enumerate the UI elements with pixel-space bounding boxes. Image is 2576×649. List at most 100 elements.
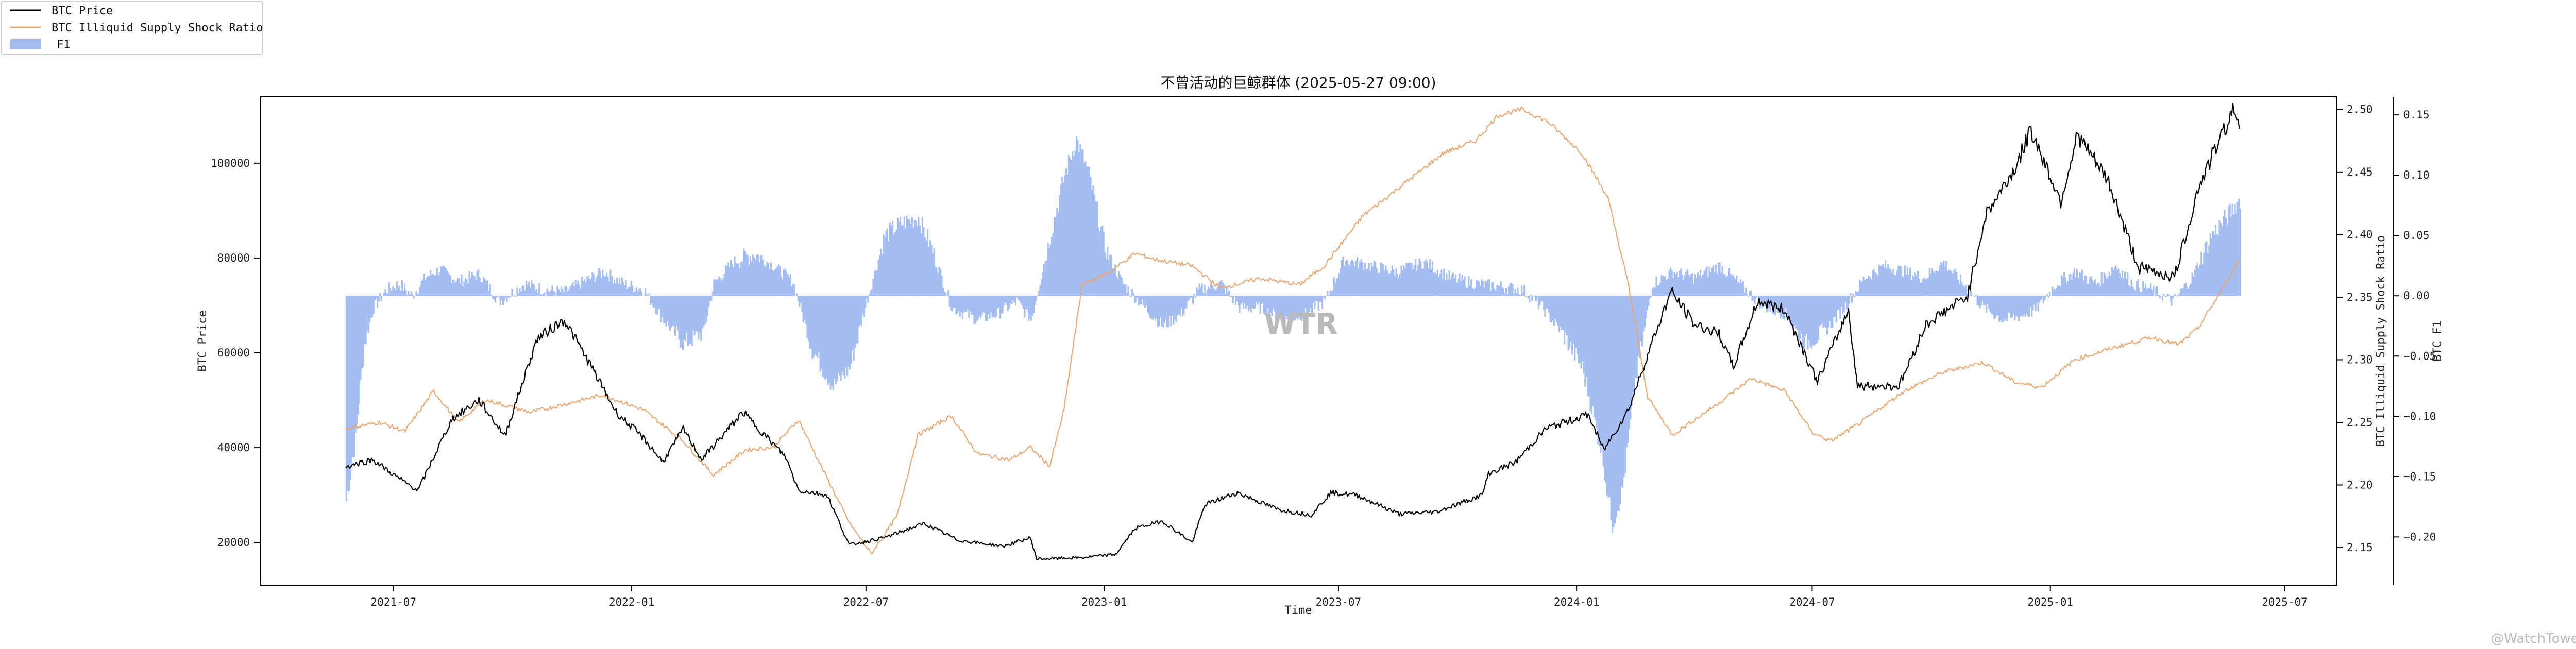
f1-bar: [1658, 285, 1660, 296]
f1-bar: [916, 226, 918, 296]
f1-bar: [1038, 290, 1040, 296]
f1-bar: [2181, 288, 2183, 296]
f1-bar: [1043, 264, 1045, 296]
f1-bar: [1512, 284, 1514, 296]
f1-bar: [1193, 294, 1195, 296]
f1-bar: [1249, 296, 1251, 309]
f1-bar: [681, 296, 683, 347]
f1-bar: [1083, 163, 1086, 296]
f1-bar: [1174, 296, 1176, 319]
f1-bar: [445, 268, 447, 296]
f1-bar: [347, 296, 349, 491]
f1-bar: [2124, 271, 2126, 296]
series-line-btc-price: [345, 103, 2240, 561]
f1-bar: [2142, 281, 2144, 296]
f1-bar: [1486, 281, 1488, 296]
f1-bar: [2132, 287, 2134, 296]
f1-bar: [1530, 295, 1532, 296]
f1-bar: [1274, 296, 1276, 312]
f1-bar: [2225, 218, 2227, 296]
f1-bar: [1201, 283, 1203, 296]
f1-bar: [677, 296, 679, 331]
f1-bar: [1205, 294, 1207, 296]
f1-bar: [2209, 233, 2211, 296]
corner-watermark: @WatchTowers: [2490, 631, 2576, 646]
f1-bar: [2151, 289, 2153, 296]
f1-bar: [586, 277, 588, 296]
f1-bar: [1126, 293, 1128, 296]
f1-bar: [1844, 296, 1846, 302]
f1-bar: [1487, 279, 1489, 296]
f1-bar: [1988, 296, 1990, 310]
f1-bar: [1367, 268, 1369, 296]
f1-bar: [965, 296, 968, 312]
f1-bar: [1425, 259, 1427, 296]
price-tick-label: 80000: [217, 252, 250, 264]
f1-bar: [2218, 220, 2221, 296]
f1-bar: [1087, 166, 1089, 296]
f1-bar: [1714, 272, 1716, 296]
f1-bar: [2023, 296, 2025, 314]
f1-bar: [839, 296, 841, 376]
f1-bar: [2172, 296, 2174, 299]
f1-bar: [420, 281, 422, 296]
f1-bar: [1589, 296, 1591, 412]
f1-bar: [1175, 296, 1177, 322]
f1-bar: [1655, 276, 1657, 296]
f1-bar: [2032, 296, 2034, 311]
f1-bar: [2071, 280, 2073, 296]
f1-bar: [549, 292, 551, 296]
f1-bar: [1160, 296, 1162, 318]
f1-bar: [1489, 291, 1492, 296]
f1-bar: [1733, 277, 1735, 296]
f1-bar: [1421, 268, 1423, 296]
f1-bar: [735, 263, 737, 296]
ratio-axis-label: BTC Illiquid Supply Shock Ratio: [2375, 235, 2387, 447]
f1-bar: [2082, 280, 2084, 296]
f1-bar: [1327, 291, 1329, 296]
f1-bar: [478, 269, 480, 296]
f1-bar: [1306, 296, 1308, 314]
f1-bar: [517, 294, 520, 296]
f1-bar: [559, 292, 561, 296]
f1-bar: [1918, 278, 1920, 296]
f1-bar: [1350, 261, 1352, 296]
f1-bar: [2206, 241, 2208, 296]
f1-bar: [2158, 295, 2160, 296]
f1-bar: [1992, 296, 1994, 315]
f1-bar: [1725, 277, 1727, 296]
f1-bar: [829, 296, 832, 390]
f1-bar: [504, 296, 506, 298]
f1-bar: [1474, 287, 1476, 296]
f1-bar: [906, 215, 908, 296]
chart-title: 不曾活动的巨鲸群体 (2025-05-27 09:00): [1160, 74, 1436, 91]
f1-bar: [594, 282, 596, 296]
f1-bar: [706, 296, 708, 316]
f1-bar: [1702, 274, 1704, 296]
f1-bar: [844, 296, 846, 379]
f1-bar: [608, 281, 610, 296]
f1-bar: [1848, 296, 1850, 304]
f1-bar: [802, 296, 804, 323]
f1-bar: [1852, 293, 1854, 296]
f1-bar: [1130, 296, 1132, 297]
f1-bar: [1275, 296, 1277, 321]
f1-bar: [692, 296, 694, 330]
series-line-ratio: [345, 107, 2240, 554]
f1-bar: [2019, 296, 2021, 317]
f1-bar: [867, 296, 869, 303]
f1-bar: [600, 277, 602, 296]
f1-bar: [2062, 277, 2064, 296]
f1-bar: [1962, 285, 1964, 296]
f1-bar: [1267, 296, 1269, 308]
f1-bar: [1574, 296, 1576, 361]
f1-bar: [1497, 285, 1500, 296]
f1-bar: [1640, 296, 1642, 341]
f1-bar: [793, 284, 795, 296]
f1-bar: [1185, 296, 1188, 309]
f1-bar: [1048, 247, 1050, 296]
f1-bar: [1271, 296, 1273, 316]
f1-bar: [1833, 296, 1835, 317]
f1-bar: [1395, 268, 1397, 296]
f1-bar: [1810, 296, 1813, 349]
